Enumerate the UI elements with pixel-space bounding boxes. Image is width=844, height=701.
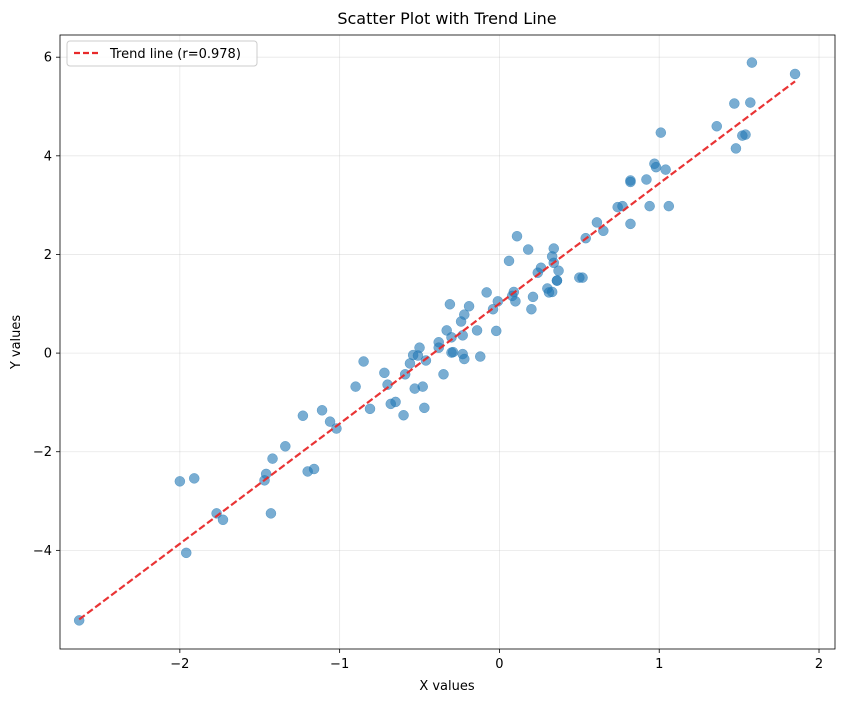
- trend-line-layer: [78, 80, 796, 621]
- data-point: [625, 176, 636, 188]
- data-point: [463, 300, 475, 312]
- data-point: [729, 98, 740, 109]
- data-point: [740, 129, 751, 140]
- data-point: [745, 97, 756, 108]
- data-point: [446, 347, 457, 358]
- data-point: [527, 291, 539, 303]
- y-tick-label: 6: [44, 51, 52, 66]
- data-point: [446, 332, 457, 343]
- data-point: [789, 68, 801, 80]
- data-point: [625, 218, 636, 230]
- data-point: [553, 265, 564, 276]
- data-point: [660, 164, 671, 175]
- data-point: [420, 355, 432, 366]
- data-point: [444, 299, 456, 310]
- data-point: [324, 416, 336, 427]
- trend-line: [78, 80, 796, 621]
- data-point: [260, 468, 272, 480]
- data-point: [655, 127, 667, 138]
- x-axis-label: X values: [419, 679, 475, 694]
- data-point: [746, 57, 758, 68]
- data-point: [419, 402, 430, 414]
- data-point: [217, 514, 229, 526]
- data-point: [641, 174, 652, 185]
- data-point: [390, 396, 401, 408]
- data-point: [308, 463, 320, 475]
- x-tick-label: 1: [655, 657, 663, 672]
- data-point: [180, 547, 192, 559]
- data-point: [650, 161, 662, 173]
- data-point: [481, 287, 492, 298]
- y-tick-label: 4: [44, 149, 52, 164]
- x-tick-label: −1: [330, 657, 349, 672]
- data-point: [188, 473, 200, 484]
- data-point: [535, 262, 547, 274]
- data-point: [546, 286, 558, 298]
- legend-trend-label: Trend line (r=0.978): [109, 47, 241, 62]
- data-point: [663, 200, 675, 212]
- data-point: [490, 325, 502, 337]
- data-point: [316, 405, 328, 416]
- chart-title: Scatter Plot with Trend Line: [337, 9, 556, 28]
- plot-frame: [59, 34, 836, 650]
- y-tick-label: −2: [33, 445, 52, 460]
- data-point: [577, 272, 588, 283]
- data-point: [211, 508, 222, 519]
- data-point: [503, 255, 515, 267]
- data-point: [591, 217, 603, 228]
- data-point: [414, 342, 425, 353]
- scatter-points: [73, 57, 801, 626]
- data-point: [433, 342, 444, 353]
- data-point: [644, 200, 655, 212]
- data-point: [297, 410, 309, 421]
- y-axis-ticks: −4 −2 0 2 4 6: [33, 51, 60, 559]
- legend: Trend line (r=0.978): [66, 40, 258, 67]
- y-tick-label: −4: [33, 544, 52, 559]
- data-point: [417, 381, 428, 392]
- data-point: [364, 403, 376, 415]
- y-tick-label: 2: [44, 248, 52, 263]
- x-axis-ticks: −2 −1 0 1 2: [170, 649, 823, 672]
- y-axis-label: Y values: [9, 315, 24, 371]
- data-point: [471, 325, 483, 336]
- x-tick-label: −2: [170, 657, 189, 672]
- data-point: [265, 508, 277, 519]
- data-point: [174, 476, 186, 487]
- data-point: [350, 381, 361, 392]
- data-point: [551, 275, 563, 286]
- x-tick-label: 2: [815, 657, 823, 672]
- data-point: [459, 309, 470, 320]
- data-point: [511, 230, 523, 242]
- data-point: [459, 353, 470, 365]
- data-point: [522, 244, 534, 255]
- data-point: [526, 303, 537, 315]
- data-point: [711, 120, 723, 132]
- data-point: [358, 356, 369, 367]
- data-point: [510, 296, 521, 307]
- data-point: [475, 351, 486, 362]
- data-point: [457, 330, 468, 341]
- data-point: [379, 367, 390, 379]
- data-point: [398, 409, 409, 421]
- data-point: [267, 453, 278, 464]
- legend-box: [66, 40, 258, 67]
- data-point: [438, 369, 449, 380]
- data-point: [280, 441, 291, 452]
- y-tick-label: 0: [44, 347, 52, 362]
- data-point: [730, 143, 742, 154]
- x-tick-label: 0: [495, 657, 503, 672]
- data-point: [548, 243, 560, 254]
